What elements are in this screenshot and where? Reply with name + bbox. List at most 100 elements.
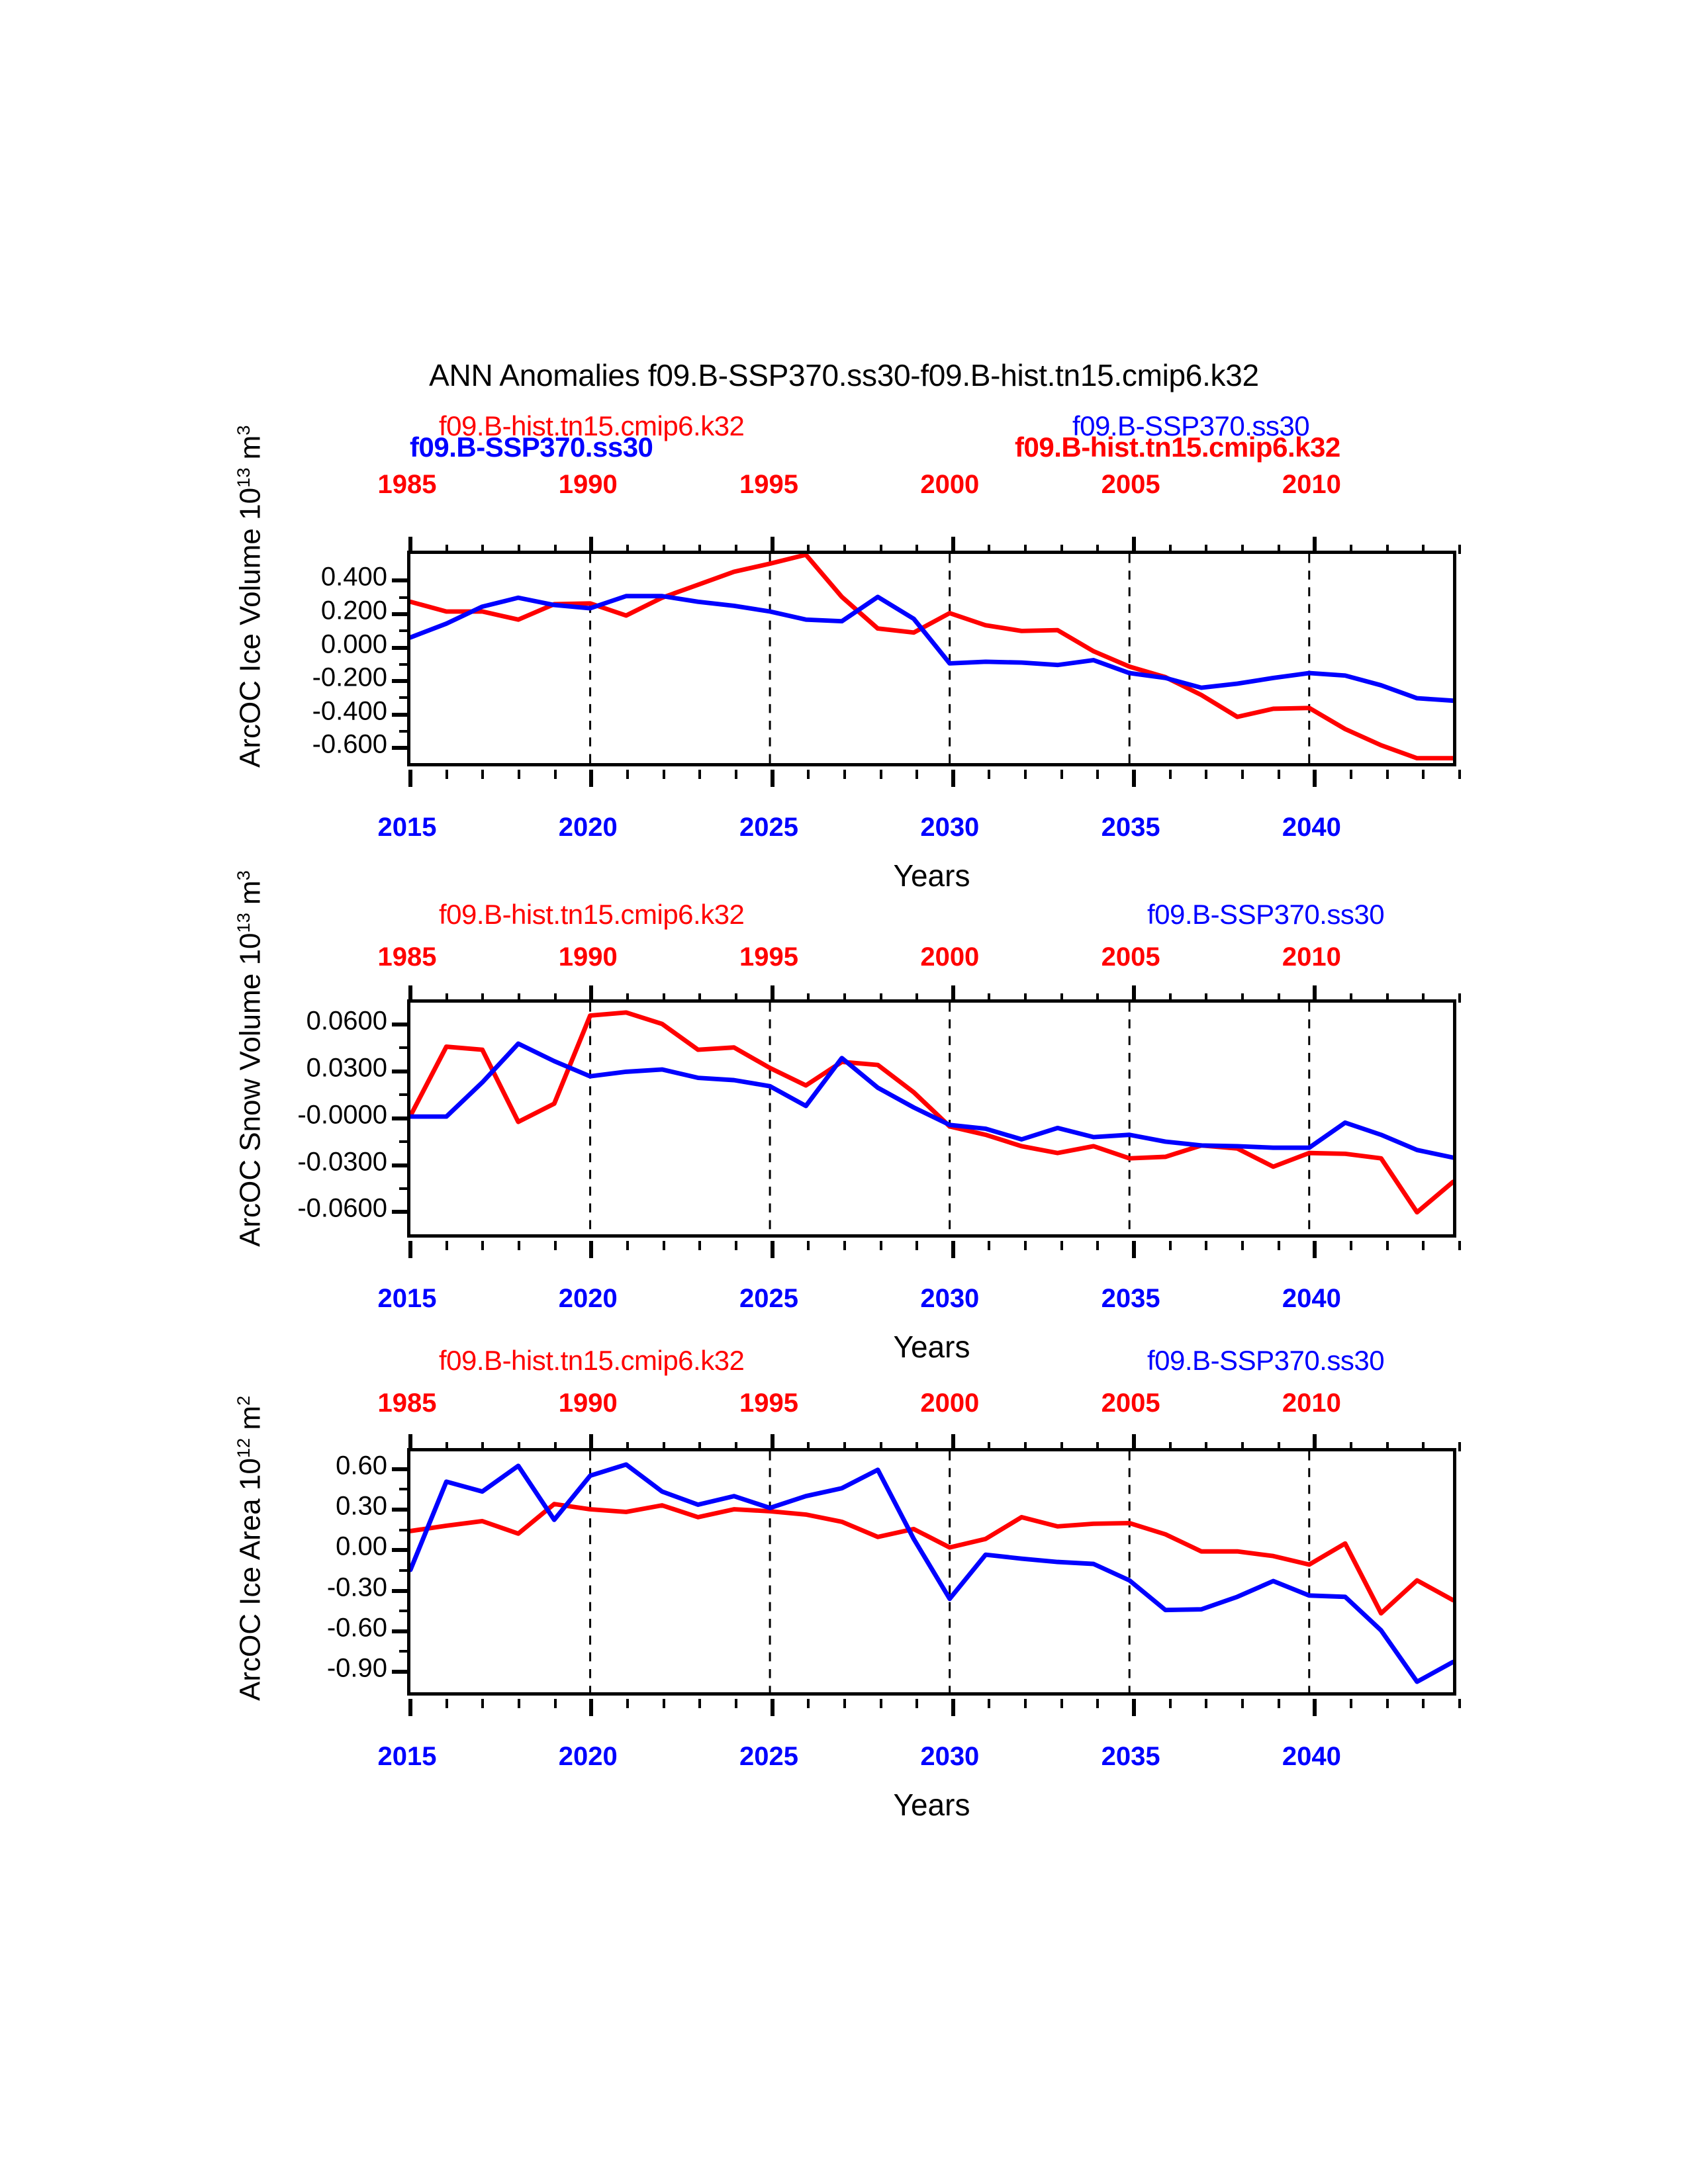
bottom-axis-year-label: 2015 xyxy=(377,1284,437,1313)
axis-tick xyxy=(951,1434,955,1451)
bottom-axis-year-label: 2025 xyxy=(739,1742,799,1771)
axis-tick xyxy=(734,993,737,1003)
axis-tick xyxy=(1168,545,1172,554)
yaxis-title-ice-area: ArcOC Ice Area 1012 m2 xyxy=(233,1396,267,1701)
axis-tick xyxy=(1205,770,1208,779)
axis-tick xyxy=(553,1699,557,1708)
yaxis-title-text: ArcOC Ice Area 10 xyxy=(234,1458,267,1701)
yaxis-title-text: ArcOC Snow Volume 10 xyxy=(234,933,267,1247)
yaxis-tick-label: 0.30 xyxy=(336,1491,387,1521)
top-axis-year-label: 2000 xyxy=(920,470,980,499)
yaxis-tick-label: 0.000 xyxy=(320,629,387,659)
bottom-axis-year-label: 2025 xyxy=(739,813,799,842)
axis-tick xyxy=(1205,1699,1208,1708)
axis-tick xyxy=(481,545,485,554)
axis-tick xyxy=(445,1241,448,1250)
axis-tick xyxy=(770,985,774,1003)
axis-tick xyxy=(1024,1241,1027,1250)
axis-tick xyxy=(392,612,410,616)
plot-canvas-snow-volume xyxy=(410,1003,1453,1234)
top-axis-year-label: 1995 xyxy=(739,470,799,499)
axis-tick xyxy=(1458,1442,1461,1451)
axis-tick xyxy=(915,993,919,1003)
axis-tick xyxy=(1422,1241,1425,1250)
axis-tick xyxy=(399,629,410,633)
axis-tick xyxy=(481,993,485,1003)
axis-tick xyxy=(392,679,410,684)
axis-tick xyxy=(843,545,846,554)
axis-tick xyxy=(553,1442,557,1451)
axis-tick xyxy=(698,770,702,779)
yaxis-title-unit: m xyxy=(234,880,267,913)
top-axis-years-ice-area: 1985 1990 1995 2000 2005 2010 xyxy=(378,1388,1456,1420)
yaxis-title-exp: 13 xyxy=(233,913,254,933)
bottom-axis-year-label: 2035 xyxy=(1101,1284,1160,1313)
axis-tick xyxy=(1060,1241,1063,1250)
top-axis-years-snow-volume: 1985 1990 1995 2000 2005 2010 xyxy=(378,942,1456,974)
top-axis-year-label: 1995 xyxy=(739,942,799,972)
legend-label-historical-left: f09.B-hist.tn15.cmip6.k32 xyxy=(439,899,745,930)
axis-tick xyxy=(553,993,557,1003)
axis-tick xyxy=(392,1548,410,1553)
axis-tick xyxy=(1458,1699,1461,1708)
top-axis-year-label: 1990 xyxy=(558,470,618,499)
axis-tick xyxy=(392,645,410,650)
axis-tick xyxy=(1168,1241,1172,1250)
axis-tick xyxy=(1385,1442,1389,1451)
top-axis-year-label: 1990 xyxy=(558,942,618,972)
axis-tick xyxy=(1422,1699,1425,1708)
axis-tick xyxy=(951,537,955,554)
axis-tick xyxy=(1422,545,1425,554)
ytick-column-ice-area: 0.60 0.30 0.00 -0.30 -0.60 -0.90 xyxy=(252,1448,387,1696)
axis-tick xyxy=(1024,545,1027,554)
axis-tick xyxy=(1024,1442,1027,1451)
axis-tick xyxy=(392,1163,410,1167)
axis-tick xyxy=(662,1241,665,1250)
axis-tick xyxy=(626,1699,629,1708)
axis-tick xyxy=(1132,537,1137,554)
axis-tick xyxy=(770,770,774,787)
axis-tick xyxy=(399,1569,410,1572)
axis-tick xyxy=(408,1699,412,1716)
axis-tick xyxy=(1277,770,1280,779)
axis-tick xyxy=(879,993,882,1003)
ytick-column-snow-volume: 0.0600 0.0300 -0.0000 -0.0300 -0.0600 xyxy=(252,999,387,1238)
top-axis-year-label: 2000 xyxy=(920,942,980,972)
axis-tick xyxy=(399,1528,410,1531)
axis-tick xyxy=(1060,770,1063,779)
axis-tick xyxy=(399,1650,410,1653)
yaxis-tick-label: -0.0300 xyxy=(297,1147,387,1176)
plot-area-ice-volume xyxy=(392,537,1461,787)
axis-tick xyxy=(1313,770,1317,787)
axis-tick xyxy=(662,545,665,554)
axis-tick xyxy=(988,1699,991,1708)
axis-tick xyxy=(1385,1241,1389,1250)
axis-tick xyxy=(626,770,629,779)
bottom-axis-years-ice-volume: 2015 2020 2025 2030 2035 2040 xyxy=(378,813,1456,844)
axis-tick xyxy=(1132,985,1137,1003)
axis-tick xyxy=(1096,545,1100,554)
axis-tick xyxy=(807,545,810,554)
axis-tick xyxy=(1241,1442,1244,1451)
axis-tick xyxy=(399,696,410,700)
bottom-axis-year-label: 2035 xyxy=(1101,1742,1160,1771)
axis-tick xyxy=(408,537,412,554)
axis-tick xyxy=(662,1699,665,1708)
axis-tick xyxy=(843,1241,846,1250)
axis-tick xyxy=(408,1434,412,1451)
series-line xyxy=(410,1502,1453,1616)
axis-tick xyxy=(1385,1699,1389,1708)
axis-tick xyxy=(734,1699,737,1708)
axis-tick xyxy=(698,545,702,554)
bottom-axis-year-label: 2020 xyxy=(558,813,618,842)
xaxis-title-ice-area: Years xyxy=(893,1788,970,1822)
yaxis-tick-label: -0.400 xyxy=(312,696,387,726)
axis-tick xyxy=(1060,1442,1063,1451)
axis-tick xyxy=(915,1442,919,1451)
axis-tick xyxy=(662,1442,665,1451)
axis-tick xyxy=(698,1442,702,1451)
legend-label-ssp370-right: f09.B-SSP370.ss30 xyxy=(1147,899,1385,930)
axis-tick xyxy=(1422,993,1425,1003)
bottom-axis-year-label: 2030 xyxy=(920,1742,980,1771)
axis-tick xyxy=(1313,1434,1317,1451)
